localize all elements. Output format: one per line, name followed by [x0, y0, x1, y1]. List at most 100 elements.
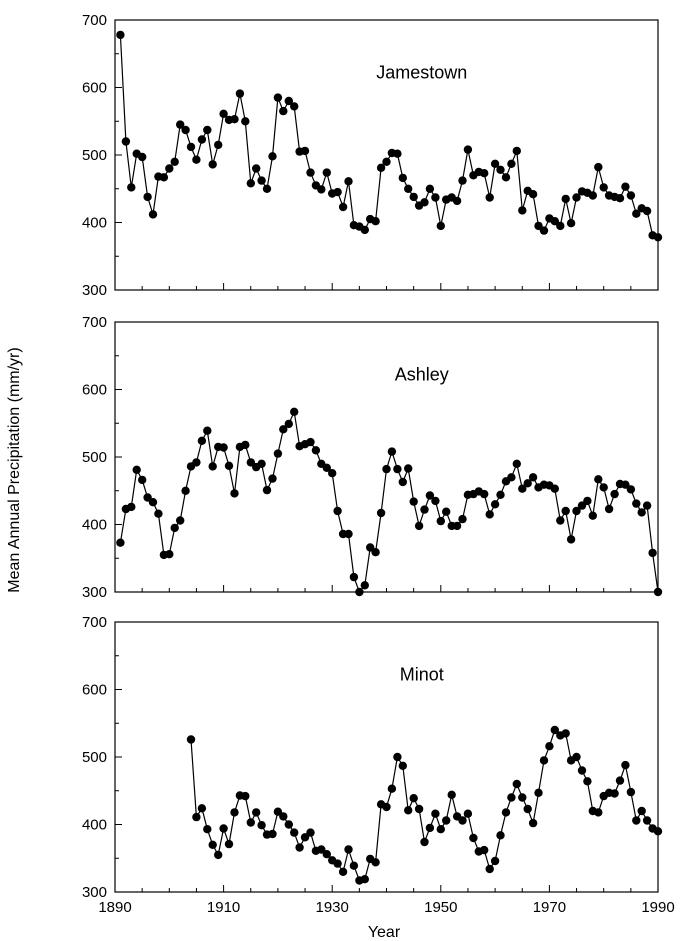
ashley-data-point [496, 490, 505, 499]
ashley-data-point [642, 501, 652, 510]
jamestown-data-point [143, 192, 152, 202]
minot-data-point [545, 742, 554, 751]
ashley-data-point [621, 480, 630, 489]
jamestown-data-point [116, 30, 125, 40]
jamestown-data-point [556, 221, 565, 231]
minot-data-point [338, 867, 348, 876]
minot-data-point [653, 827, 663, 836]
minot-data-point [322, 850, 331, 859]
jamestown-data-point [501, 173, 511, 182]
minot-data-point [637, 806, 646, 816]
ashley-data-point [138, 475, 147, 485]
jamestown-data-point [371, 217, 380, 226]
ashley-data-point [154, 509, 163, 518]
minot-data-point [512, 779, 521, 789]
minot-data-point [208, 840, 217, 849]
jamestown-data-point [512, 146, 521, 156]
ashley-data-point [219, 443, 228, 452]
ashley-data-point [382, 464, 391, 474]
ashley-data-point [583, 496, 592, 506]
jamestown-data-point [300, 146, 310, 156]
minot-data-point [224, 839, 234, 849]
ashley-data-point [387, 447, 397, 456]
minot-data-point [349, 861, 359, 870]
ashley-data-point [518, 484, 527, 493]
minot-data-point [420, 837, 429, 847]
ashley-data-point [230, 489, 239, 498]
jamestown-data-point [203, 125, 212, 135]
jamestown-data-point [252, 164, 261, 173]
jamestown-data-point [317, 185, 326, 194]
jamestown-data-point [290, 102, 299, 111]
jamestown-data-point [186, 142, 196, 152]
ashley-data-point [376, 508, 386, 518]
jamestown-data-point [241, 117, 250, 126]
minot-series-line [190, 728, 659, 882]
y-tick-label: 400 [82, 817, 107, 834]
ashley-panel: 300 400 500 600 700 Ashley [82, 314, 663, 601]
jamestown-data-point [360, 225, 369, 235]
ashley-data-point [116, 538, 125, 547]
ashley-data-point [176, 516, 185, 525]
x-tick-label: 1950 [424, 899, 457, 916]
jamestown-plot-frame [114, 19, 659, 291]
jamestown-data-point [621, 182, 630, 191]
ashley-data-point [528, 473, 538, 482]
minot-data-point [279, 812, 288, 821]
minot-data-point [539, 756, 549, 765]
ashley-data-point [556, 516, 565, 525]
jamestown-data-point [230, 115, 239, 124]
ashley-data-point [626, 485, 636, 494]
ashley-data-point [490, 500, 500, 509]
ashley-data-point [561, 506, 570, 516]
ashley-data-point [512, 459, 521, 468]
minot-data-point [442, 816, 451, 825]
minot-data-point [192, 812, 201, 822]
jamestown-data-point [615, 194, 625, 203]
minot-data-point [425, 823, 435, 833]
ashley-data-point [507, 473, 516, 482]
ashley-data-point [599, 483, 608, 492]
ashley-data-point [360, 581, 369, 590]
jamestown-data-point [181, 125, 190, 135]
ashley-data-point [458, 514, 467, 524]
jamestown-data-point [176, 120, 185, 129]
jamestown-data-point [425, 184, 435, 193]
jamestown-data-point [398, 173, 407, 183]
minot-data-point [414, 804, 424, 814]
ashley-data-point [148, 498, 158, 507]
jamestown-data-point [463, 145, 473, 154]
jamestown-data-point [550, 217, 559, 226]
ashley-data-point [425, 491, 435, 500]
ashley-data-point [197, 436, 207, 445]
x-tick-label: 1910 [207, 899, 240, 916]
jamestown-data-point [121, 137, 131, 146]
minot-data-point [436, 825, 445, 834]
ashley-data-point [344, 529, 353, 539]
minot-data-point [246, 818, 255, 827]
minot-data-point [382, 802, 391, 812]
ashley-data-point [594, 475, 603, 484]
jamestown-data-point [436, 221, 445, 231]
minot-data-point [333, 859, 342, 868]
minot-data-point [621, 760, 630, 770]
jamestown-data-point [127, 183, 136, 192]
panels: 300 400 500 600 700 Jamestown 300 400 500 600 700 A… [82, 12, 675, 916]
minot-data-point [632, 816, 641, 825]
y-tick-label: 500 [82, 449, 107, 466]
y-tick-label: 500 [82, 147, 107, 164]
ashley-data-point [165, 550, 174, 559]
y-tick-label: 300 [82, 584, 107, 601]
jamestown-data-point [528, 190, 538, 199]
jamestown-data-point [393, 149, 402, 158]
jamestown-data-point [376, 163, 386, 172]
minot-panel: 300 400 500 600 700 1890 1910 1930 1950 1970 1990 M… [82, 614, 675, 916]
jamestown-data-point [480, 169, 489, 178]
minot-data-point [268, 829, 277, 839]
jamestown-data-point [322, 168, 331, 177]
jamestown-data-point [214, 140, 223, 150]
minot-data-point [490, 856, 500, 866]
minot-data-point [371, 858, 380, 867]
jamestown-data-point [452, 196, 462, 206]
ashley-data-point [566, 535, 576, 544]
